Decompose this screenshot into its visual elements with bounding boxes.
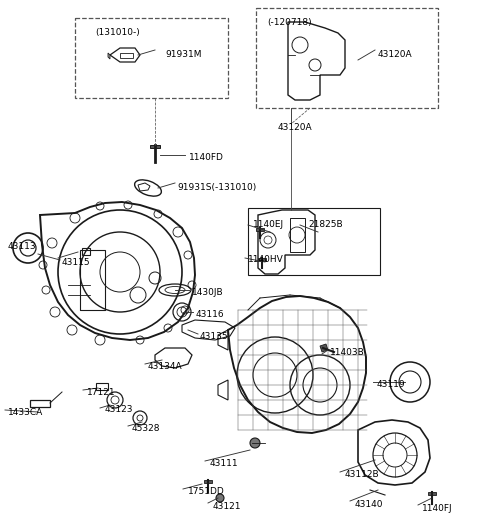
Text: 1140FJ: 1140FJ (422, 504, 453, 513)
Polygon shape (428, 492, 436, 495)
Text: 1433CA: 1433CA (8, 408, 43, 417)
Text: 17121: 17121 (87, 388, 116, 397)
Text: 1140HV: 1140HV (248, 255, 284, 264)
Text: 45328: 45328 (132, 424, 160, 433)
Text: 43111: 43111 (210, 459, 239, 468)
Text: 11403B: 11403B (330, 348, 365, 357)
Text: 1430JB: 1430JB (192, 288, 224, 297)
Text: 43119: 43119 (377, 380, 406, 389)
Text: 43123: 43123 (105, 405, 133, 414)
Text: 21825B: 21825B (308, 220, 343, 229)
Polygon shape (256, 228, 264, 231)
Text: 91931S(-131010): 91931S(-131010) (177, 183, 256, 192)
Text: 1140FD: 1140FD (189, 153, 224, 162)
Text: 43134A: 43134A (148, 362, 182, 371)
Text: 43121: 43121 (213, 502, 241, 511)
Text: 43113: 43113 (8, 242, 36, 251)
Polygon shape (258, 258, 266, 261)
Text: 43120A: 43120A (378, 50, 413, 59)
Text: 1751DD: 1751DD (188, 487, 225, 496)
Text: 43135: 43135 (200, 332, 228, 341)
Circle shape (250, 438, 260, 448)
Polygon shape (204, 480, 212, 483)
Text: 1140EJ: 1140EJ (253, 220, 284, 229)
Text: 43140: 43140 (355, 500, 384, 509)
Text: 91931M: 91931M (165, 50, 202, 59)
Text: 43112B: 43112B (345, 470, 380, 479)
Polygon shape (320, 344, 328, 352)
Polygon shape (150, 145, 160, 148)
Polygon shape (108, 53, 110, 59)
Text: 43115: 43115 (62, 258, 91, 267)
Text: (-120718): (-120718) (267, 18, 312, 27)
Circle shape (216, 494, 224, 502)
Text: 43120A: 43120A (278, 123, 312, 132)
Text: 43116: 43116 (196, 310, 225, 319)
Text: (131010-): (131010-) (95, 28, 140, 37)
